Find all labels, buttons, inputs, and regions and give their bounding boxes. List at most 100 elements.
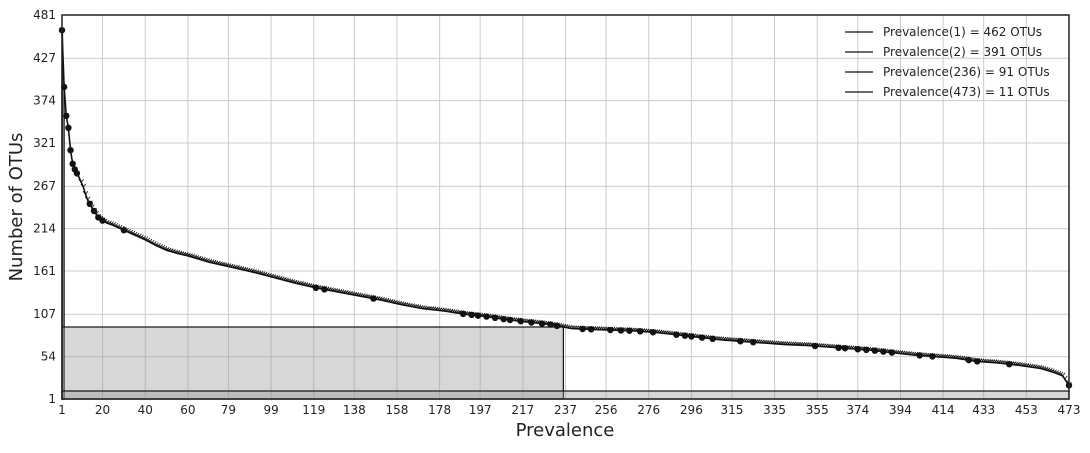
curve-tick-marker (291, 279, 298, 284)
x-tick-label: 197 (469, 403, 492, 417)
curve-tick-marker (1000, 360, 1006, 365)
curve-tick-marker (306, 283, 313, 287)
curve-tick-marker (566, 324, 573, 329)
curve-point-marker (500, 315, 507, 323)
curve-tick-marker (108, 221, 114, 226)
curve-tick-marker (259, 271, 266, 276)
x-tick-label: 355 (806, 403, 829, 417)
curve-tick-marker (278, 276, 285, 281)
curve-point-marker (854, 346, 861, 353)
x-tick-label: 138 (343, 403, 366, 417)
curve-tick-marker (901, 350, 908, 355)
curve-tick-marker (767, 340, 774, 345)
curve-tick-marker (191, 254, 198, 259)
curve-tick-marker (138, 234, 144, 239)
curve-tick-marker (613, 327, 620, 331)
curve-tick-marker (129, 230, 136, 235)
curve-tick-marker (946, 354, 953, 359)
curve-tick-marker (948, 354, 955, 359)
y-tick-label: 161 (33, 264, 56, 278)
curve-tick-marker (985, 358, 991, 363)
curve-tick-marker (534, 319, 541, 324)
curve-tick-marker (1038, 365, 1045, 370)
curve-tick-marker (180, 251, 187, 256)
curve-tick-marker (827, 343, 833, 348)
curve-tick-marker (658, 329, 665, 334)
curve-tick-marker (1002, 360, 1008, 365)
curve-point-marker (750, 339, 757, 346)
curve-tick-marker (831, 344, 838, 349)
curve-tick-marker (170, 248, 176, 253)
curve-tick-marker (193, 255, 200, 259)
curve-tick-marker (155, 243, 161, 247)
curve-tick-marker (989, 359, 996, 364)
x-tick-label: 453 (1015, 403, 1038, 417)
curve-tick-marker (189, 253, 195, 258)
y-tick-label: 1 (48, 392, 56, 406)
curve-point-marker (459, 310, 467, 318)
x-tick-label: 335 (763, 403, 786, 417)
curve-tick-marker (300, 281, 306, 286)
x-tick-label: 40 (138, 403, 153, 417)
curve-tick-marker (995, 359, 1002, 364)
x-tick-label: 473 (1058, 403, 1081, 417)
curve-tick-marker (268, 273, 274, 278)
curve-tick-marker (726, 337, 733, 342)
curve-tick-marker (771, 340, 778, 345)
curve-tick-marker (912, 351, 919, 356)
curve-tick-marker (225, 263, 232, 268)
y-axis-label: Number of OTUs (6, 133, 27, 282)
curve-tick-marker (146, 238, 153, 243)
curve-tick-marker (182, 252, 189, 256)
curve-tick-marker (430, 306, 437, 311)
curve-tick-marker (187, 253, 193, 258)
curve-tick-marker (669, 331, 675, 335)
curve-tick-marker (776, 340, 782, 345)
curve-tick-marker (172, 249, 178, 254)
curve-tick-marker (281, 276, 287, 281)
curve-point-marker (321, 286, 328, 293)
x-tick-label: 374 (846, 403, 869, 417)
x-tick-label: 20 (95, 403, 110, 417)
curve-point-marker (468, 311, 475, 319)
curve-tick-marker (820, 343, 827, 348)
curve-point-marker (835, 344, 842, 351)
curve-tick-marker (1055, 370, 1062, 375)
curve-point-marker (974, 358, 981, 365)
curve-tick-marker (1044, 367, 1051, 372)
curve-tick-marker (385, 298, 392, 303)
curve-tick-marker (195, 255, 202, 260)
curve-point-marker (617, 327, 625, 334)
curve-tick-marker (185, 252, 191, 257)
curve-tick-marker (227, 263, 234, 268)
curve-point-marker (888, 349, 896, 356)
curve-tick-marker (829, 344, 835, 348)
curve-tick-marker (758, 339, 765, 344)
curve-tick-marker (993, 359, 1000, 364)
curve-tick-marker (246, 268, 253, 272)
curve-tick-marker (765, 340, 771, 344)
legend: Prevalence(1) = 462 OTUs Prevalence(2) = … (845, 25, 1050, 99)
curve-tick-marker (848, 345, 855, 350)
curve-tick-marker (788, 341, 795, 346)
curve-tick-marker (801, 342, 808, 346)
curve-tick-marker (756, 339, 763, 344)
curve-tick-marker (825, 343, 831, 348)
curve-tick-marker (786, 341, 793, 346)
curve-tick-marker (803, 342, 810, 347)
curve-tick-marker (729, 337, 735, 342)
curve-tick-marker (660, 330, 667, 334)
curve-point-marker (528, 319, 535, 326)
curve-tick-marker (1051, 369, 1057, 374)
curve-tick-marker (424, 305, 430, 310)
curve-tick-marker (106, 220, 112, 225)
curve-tick-marker (274, 275, 281, 280)
curve-point-marker (871, 347, 879, 354)
legend-label: Prevalence(473) = 11 OTUs (883, 85, 1050, 99)
curve-point-marker (506, 316, 514, 324)
curve-tick-marker (720, 336, 727, 341)
curve-tick-marker (895, 350, 902, 354)
curve-tick-marker (236, 265, 242, 270)
curve-tick-marker (513, 317, 520, 322)
